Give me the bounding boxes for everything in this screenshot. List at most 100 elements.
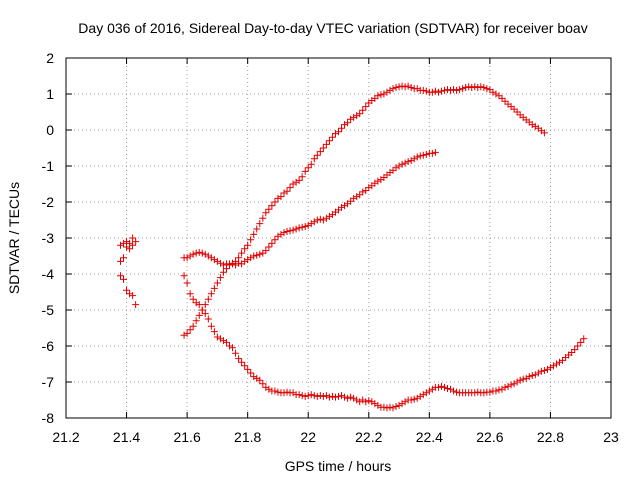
data-point-plus — [453, 388, 461, 396]
data-point-plus — [210, 284, 218, 292]
data-points — [117, 82, 588, 412]
data-point-plus — [341, 393, 349, 401]
data-point-plus — [568, 348, 576, 356]
data-point-plus — [410, 155, 418, 163]
data-point-plus — [298, 392, 306, 400]
data-point-plus — [132, 238, 140, 246]
data-point-plus — [501, 97, 509, 105]
data-point-plus — [292, 178, 300, 186]
y-tick-label: -7 — [42, 374, 55, 390]
data-point-plus — [450, 86, 458, 94]
data-point-plus — [365, 184, 373, 192]
data-point-plus — [313, 392, 321, 400]
data-point-plus — [207, 290, 215, 298]
data-point-plus — [301, 222, 309, 230]
data-point-plus — [123, 286, 131, 294]
data-point-plus — [289, 389, 297, 397]
data-point-plus — [392, 164, 400, 172]
data-point-plus — [310, 218, 318, 226]
data-point-plus — [250, 373, 258, 381]
data-point-plus — [213, 257, 221, 265]
data-point-plus — [219, 261, 227, 269]
data-point-plus — [307, 391, 315, 399]
data-point-plus — [256, 250, 264, 258]
data-point-plus — [216, 259, 224, 267]
data-point-plus — [577, 338, 585, 346]
data-point-plus — [338, 203, 346, 211]
data-point-plus — [204, 315, 212, 323]
data-point-plus — [198, 249, 206, 257]
data-point-plus — [392, 402, 400, 410]
data-point-plus — [117, 257, 124, 265]
data-point-plus — [543, 365, 551, 373]
data-point-plus — [559, 356, 567, 364]
data-point-plus — [350, 113, 358, 121]
x-tick-labels: 21.2 21.4 21.6 21.8 22 22.2 22.4 22.6 22.8 23 — [52, 429, 619, 445]
data-point-plus — [431, 148, 439, 156]
data-point-plus — [319, 144, 327, 152]
data-point-plus — [389, 404, 397, 412]
data-point-plus — [280, 189, 288, 197]
data-point-plus — [398, 400, 406, 408]
data-point-plus — [307, 160, 315, 168]
data-point-plus — [359, 188, 367, 196]
data-point-plus — [120, 275, 128, 283]
series-satellite-rising-mid — [180, 148, 439, 269]
data-point-plus — [353, 396, 361, 404]
data-point-plus — [362, 398, 370, 406]
data-point-plus — [549, 362, 557, 370]
data-point-plus — [359, 396, 367, 404]
data-point-plus — [328, 133, 336, 141]
data-point-plus — [304, 221, 312, 229]
data-point-plus — [371, 400, 379, 408]
y-tick-label: -2 — [42, 194, 55, 210]
data-point-plus — [510, 105, 518, 113]
data-point-plus — [401, 159, 409, 167]
data-point-plus — [380, 90, 388, 98]
y-axis-label: SDTVAR / TECUs — [6, 182, 22, 294]
data-point-plus — [244, 256, 252, 264]
data-point-plus — [522, 374, 530, 382]
data-point-plus — [528, 372, 536, 380]
data-point-plus — [447, 86, 455, 94]
data-point-plus — [556, 358, 564, 366]
data-point-plus — [480, 389, 488, 397]
data-point-plus — [519, 375, 527, 383]
y-tick-label: -8 — [42, 410, 55, 426]
data-point-plus — [132, 301, 140, 309]
data-point-plus — [219, 268, 227, 276]
data-point-plus — [440, 86, 448, 94]
data-point-plus — [235, 259, 243, 267]
data-point-plus — [419, 86, 427, 94]
data-point-plus — [129, 241, 137, 249]
y-tick-label: 0 — [46, 122, 54, 138]
data-point-plus — [350, 194, 358, 202]
data-point-plus — [413, 85, 421, 93]
data-point-plus — [571, 346, 579, 354]
data-point-plus — [325, 393, 333, 401]
data-point-plus — [198, 306, 206, 314]
data-point-plus — [316, 215, 324, 223]
data-point-plus — [347, 393, 355, 401]
data-point-plus — [398, 82, 406, 90]
data-point-plus — [540, 129, 548, 137]
data-point-plus — [277, 230, 285, 238]
data-point-plus — [383, 88, 391, 96]
data-point-plus — [247, 236, 255, 244]
data-point-plus — [459, 85, 467, 93]
data-point-plus — [192, 299, 200, 307]
data-point-plus — [235, 355, 243, 363]
data-point-plus — [447, 385, 455, 393]
data-point-plus — [392, 84, 400, 92]
data-point-plus — [331, 393, 339, 401]
data-point-plus — [120, 254, 128, 262]
plot-area-frame — [65, 57, 612, 419]
data-point-plus — [362, 103, 370, 111]
data-point-plus — [274, 388, 282, 396]
data-point-plus — [531, 122, 539, 130]
grid-lines — [66, 58, 611, 418]
data-point-plus — [465, 83, 473, 91]
data-point-plus — [322, 392, 330, 400]
data-point-plus — [283, 187, 291, 195]
